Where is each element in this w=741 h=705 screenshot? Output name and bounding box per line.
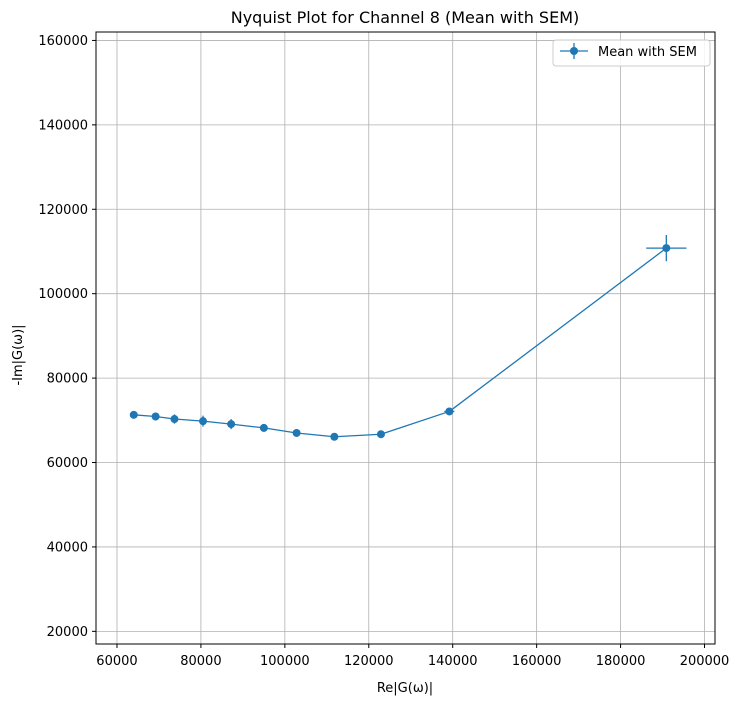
plot-frame: [95, 31, 716, 645]
x-tick-label: 180000: [596, 654, 646, 669]
data-point: [330, 432, 339, 441]
data-point: [292, 428, 301, 437]
series-line: [133, 247, 667, 438]
chart-title: Nyquist Plot for Channel 8 (Mean with SE…: [231, 8, 580, 27]
y-tick-label: 120000: [38, 203, 88, 218]
data-point: [199, 417, 208, 426]
y-axis-label: -Im|G(ω)|: [11, 324, 26, 385]
x-tick-label: 120000: [344, 654, 394, 669]
data-point: [445, 407, 454, 416]
y-tick-label: 20000: [47, 625, 88, 640]
legend-label: Mean with SEM: [598, 45, 697, 60]
data-point: [662, 244, 671, 253]
y-tick-label: 40000: [47, 540, 88, 555]
x-tick-label: 140000: [428, 654, 478, 669]
y-tick-label: 140000: [38, 118, 88, 133]
y-tick-label: 100000: [38, 287, 88, 302]
x-tick-label: 200000: [680, 654, 730, 669]
x-tick-label: 100000: [260, 654, 310, 669]
x-tick-label: 60000: [96, 654, 137, 669]
x-axis-label: Re|G(ω)|: [377, 681, 433, 696]
data-point: [227, 420, 236, 429]
data-point: [376, 430, 385, 439]
axis-ticks: 60000 80000 100000 120000 140000 160000 180000…: [38, 34, 729, 669]
y-tick-label: 160000: [38, 34, 88, 49]
legend: Mean with SEM: [552, 39, 711, 67]
x-tick-label: 80000: [180, 654, 221, 669]
y-tick-label: 80000: [47, 372, 88, 387]
plot-area: [129, 235, 687, 441]
x-tick-label: 160000: [512, 654, 562, 669]
y-tick-label: 60000: [47, 456, 88, 471]
legend-marker: [570, 47, 578, 55]
data-point: [129, 410, 138, 419]
data-point: [151, 412, 160, 421]
data-point: [170, 415, 179, 424]
data-point: [259, 423, 268, 432]
grid: [96, 32, 715, 644]
legend-box: [552, 39, 711, 67]
